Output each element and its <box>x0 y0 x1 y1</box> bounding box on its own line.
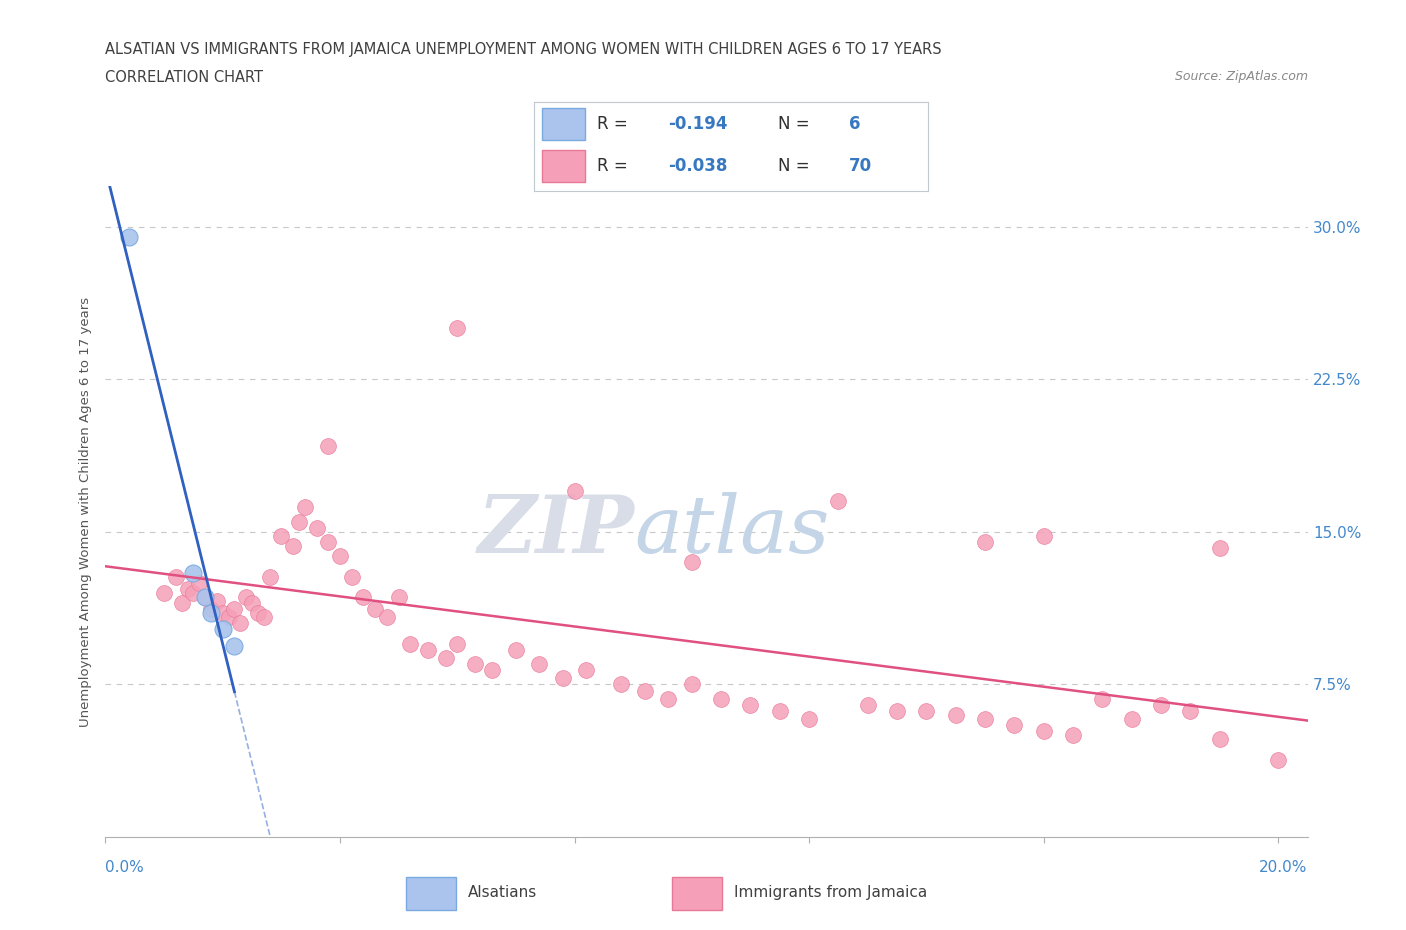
Point <box>575 663 598 678</box>
Point <box>259 569 281 584</box>
Point <box>235 590 257 604</box>
Point <box>281 538 304 553</box>
Text: atlas: atlas <box>634 492 830 570</box>
Point <box>634 684 657 698</box>
Text: ALSATIAN VS IMMIGRANTS FROM JAMAICA UNEMPLOYMENT AMONG WOMEN WITH CHILDREN AGES : ALSATIAN VS IMMIGRANTS FROM JAMAICA UNEM… <box>105 42 942 57</box>
Point <box>270 528 292 543</box>
Text: ZIP: ZIP <box>478 492 634 570</box>
Point <box>529 657 551 671</box>
Text: 20.0%: 20.0% <box>1260 860 1308 875</box>
FancyBboxPatch shape <box>543 109 585 140</box>
Point <box>176 581 198 596</box>
Point <box>183 565 205 580</box>
Point <box>974 535 997 550</box>
Point <box>1032 724 1054 738</box>
Point <box>200 605 222 620</box>
Point <box>399 636 422 651</box>
Point <box>211 605 233 620</box>
Point <box>183 586 205 601</box>
FancyBboxPatch shape <box>406 877 456 910</box>
Text: N =: N = <box>779 157 810 175</box>
Point <box>118 230 141 245</box>
Point <box>170 595 193 610</box>
Point <box>224 638 246 653</box>
Point <box>551 671 574 685</box>
Text: R =: R = <box>598 157 628 175</box>
Point <box>1062 728 1084 743</box>
Point <box>229 616 252 631</box>
Point <box>316 535 339 550</box>
Point <box>681 555 703 570</box>
Point <box>288 514 311 529</box>
Text: Alsatians: Alsatians <box>468 885 537 900</box>
Point <box>657 691 679 706</box>
Point <box>769 703 792 718</box>
FancyBboxPatch shape <box>672 877 721 910</box>
Text: 70: 70 <box>849 157 872 175</box>
Point <box>188 576 211 591</box>
Point <box>886 703 908 718</box>
Point <box>165 569 187 584</box>
Point <box>253 610 276 625</box>
Point <box>1208 540 1230 555</box>
Text: 6: 6 <box>849 115 860 133</box>
Point <box>681 677 703 692</box>
Point <box>1180 703 1202 718</box>
Point <box>945 708 967 723</box>
Point <box>856 698 879 712</box>
Point <box>211 622 233 637</box>
Text: 0.0%: 0.0% <box>105 860 145 875</box>
Text: R =: R = <box>598 115 628 133</box>
Point <box>224 602 246 617</box>
Point <box>294 500 316 515</box>
Point <box>340 569 363 584</box>
Point <box>240 595 263 610</box>
Point <box>375 610 398 625</box>
Point <box>710 691 733 706</box>
Text: Immigrants from Jamaica: Immigrants from Jamaica <box>734 885 927 900</box>
Point <box>388 590 411 604</box>
Point <box>1002 718 1025 733</box>
Point <box>364 602 387 617</box>
Point <box>1121 711 1143 726</box>
Y-axis label: Unemployment Among Women with Children Ages 6 to 17 years: Unemployment Among Women with Children A… <box>79 297 93 726</box>
Point <box>218 610 240 625</box>
Point <box>1208 732 1230 747</box>
Point <box>329 549 352 564</box>
Text: CORRELATION CHART: CORRELATION CHART <box>105 70 263 85</box>
Point <box>246 605 269 620</box>
Point <box>505 643 527 658</box>
Point <box>464 657 486 671</box>
Point <box>446 636 468 651</box>
Text: -0.194: -0.194 <box>668 115 728 133</box>
Point <box>1150 698 1173 712</box>
Point <box>915 703 938 718</box>
Point <box>316 439 339 454</box>
Point <box>416 643 439 658</box>
Text: -0.038: -0.038 <box>668 157 727 175</box>
Point <box>564 484 586 498</box>
Point <box>1091 691 1114 706</box>
Point <box>740 698 762 712</box>
Point <box>610 677 633 692</box>
Point <box>1032 528 1054 543</box>
Point <box>194 590 217 604</box>
Point <box>1267 752 1289 767</box>
Point <box>481 663 503 678</box>
Point <box>353 590 375 604</box>
Text: Source: ZipAtlas.com: Source: ZipAtlas.com <box>1174 70 1308 83</box>
Point <box>153 586 176 601</box>
Point <box>200 602 222 617</box>
Point <box>205 593 228 608</box>
Point <box>434 651 457 666</box>
FancyBboxPatch shape <box>543 150 585 182</box>
Point <box>797 711 820 726</box>
Point <box>446 321 468 336</box>
Point <box>974 711 997 726</box>
Point <box>194 590 217 604</box>
Point <box>305 521 328 536</box>
Point <box>827 494 849 509</box>
Text: N =: N = <box>779 115 810 133</box>
